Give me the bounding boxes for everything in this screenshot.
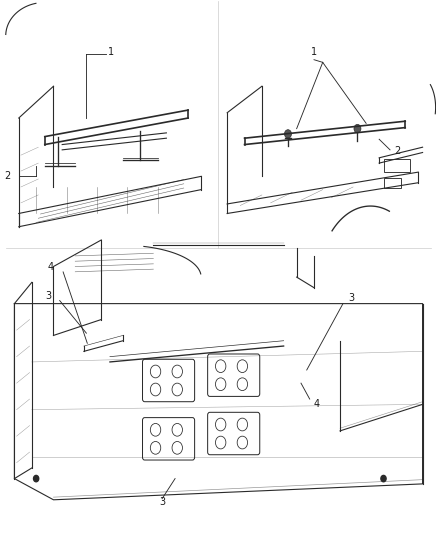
Text: 3: 3 — [45, 290, 51, 301]
Text: 3: 3 — [349, 293, 355, 303]
Text: 4: 4 — [47, 262, 53, 271]
Text: 3: 3 — [159, 497, 165, 507]
Circle shape — [381, 475, 386, 482]
Text: 4: 4 — [314, 399, 320, 409]
Circle shape — [354, 124, 361, 133]
Text: 2: 2 — [394, 146, 401, 156]
Bar — [384, 159, 409, 172]
Bar — [384, 179, 401, 188]
Circle shape — [34, 475, 39, 482]
Circle shape — [284, 130, 291, 138]
Text: 1: 1 — [108, 47, 114, 56]
Text: 2: 2 — [4, 172, 10, 181]
Text: 1: 1 — [311, 47, 317, 57]
